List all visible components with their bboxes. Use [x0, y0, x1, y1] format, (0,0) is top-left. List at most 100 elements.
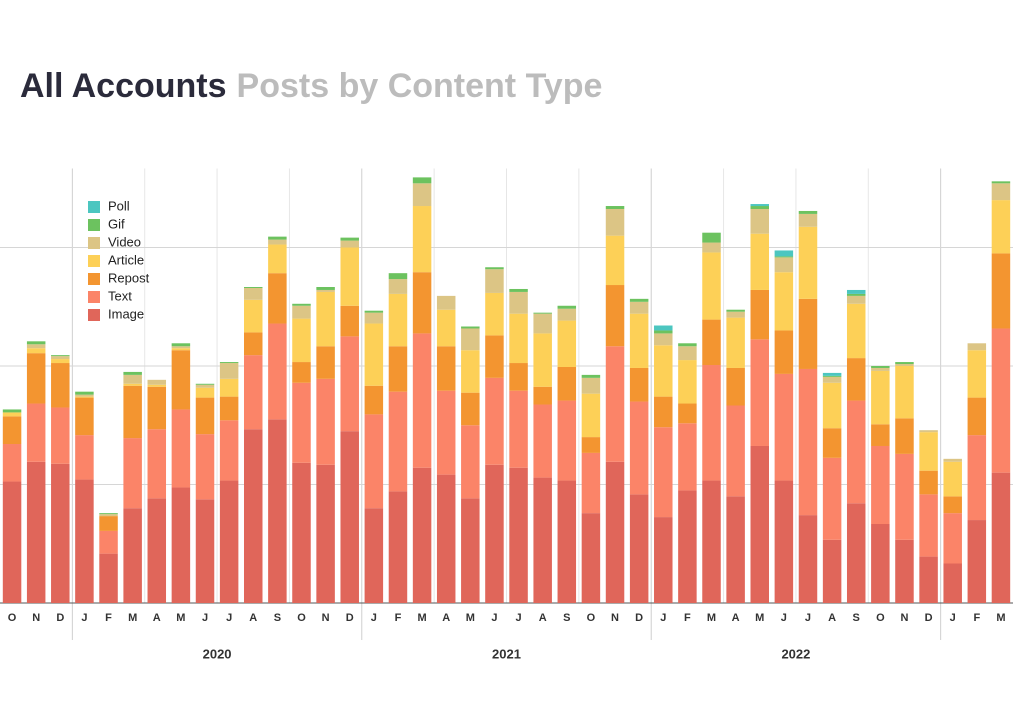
bar-segment	[798, 298, 818, 369]
bar-segment	[943, 513, 962, 564]
bar-segment	[485, 267, 504, 270]
chart-title-wrap: All Accounts Posts by Content Type	[20, 67, 602, 105]
bar-segment	[123, 383, 142, 386]
bar-segment	[436, 295, 456, 310]
bar-segment	[871, 445, 890, 524]
x-tick-label: J	[202, 612, 208, 624]
bar-segment	[822, 376, 842, 383]
chart-title: All Accounts	[20, 67, 227, 105]
x-tick-label: J	[226, 612, 232, 624]
bar-segment	[364, 312, 384, 324]
bar-segment	[895, 418, 914, 454]
bar-segment	[461, 498, 480, 603]
bar-segment	[967, 520, 987, 603]
bar-segment	[798, 213, 818, 227]
bar-segment	[340, 240, 359, 248]
bar-segment	[967, 343, 987, 351]
bar-segment	[292, 462, 311, 603]
legend-swatch	[88, 273, 100, 285]
bar-segment	[436, 390, 456, 475]
bar-segment	[316, 287, 335, 290]
bar-segment	[51, 463, 70, 603]
bar-segment	[268, 244, 287, 274]
bar-segment	[702, 480, 721, 603]
bar-segment	[485, 335, 504, 378]
bar-segment	[316, 289, 335, 292]
bar-segment	[846, 400, 866, 504]
bar-segment	[798, 515, 818, 603]
bar-segment	[629, 494, 649, 603]
bar-segment	[412, 467, 432, 603]
bar-segment	[846, 503, 866, 603]
bar-segment	[485, 292, 504, 336]
legend-swatch	[88, 237, 100, 249]
bar-segment	[846, 303, 866, 359]
bar-segment	[943, 496, 962, 514]
x-tick-label: A	[442, 612, 450, 624]
x-tick-label: J	[805, 612, 811, 624]
x-tick-label: O	[297, 612, 306, 624]
bar-segment	[991, 183, 1011, 201]
x-tick-label: J	[515, 612, 521, 624]
bar-segment	[943, 458, 962, 462]
x-tick-label: N	[32, 612, 40, 624]
x-tick-label: S	[274, 612, 281, 624]
bar-segment	[750, 208, 769, 234]
bar-segment	[678, 343, 697, 347]
bar-segment	[75, 396, 94, 398]
legend-label: Text	[108, 288, 132, 303]
bar-segment	[123, 371, 142, 375]
bar-segment	[461, 392, 480, 426]
bar-segment	[292, 382, 311, 463]
bar-segment	[822, 382, 842, 429]
x-tick-label: M	[417, 612, 426, 624]
bar-segment	[364, 508, 384, 603]
bar-segment	[147, 386, 167, 430]
bar-segment	[171, 346, 191, 349]
bar-segment	[2, 409, 22, 413]
bar-segment	[678, 403, 697, 424]
x-tick-label: N	[322, 612, 330, 624]
year-label: 2020	[203, 646, 232, 661]
bar-segment	[195, 383, 215, 385]
bar-segment	[2, 416, 22, 445]
bar-segment	[412, 272, 432, 334]
bar-segment	[461, 425, 480, 499]
bar-segment	[654, 330, 673, 334]
bar-segment	[26, 348, 46, 354]
bar-segment	[774, 480, 794, 603]
bar-segment	[967, 435, 987, 521]
bar-segment	[629, 401, 649, 495]
bar-segment	[2, 412, 22, 417]
bar-segment	[919, 470, 938, 495]
bar-segment	[436, 346, 456, 391]
bar-segment	[123, 385, 142, 439]
bar-segment	[629, 313, 649, 368]
bar-segment	[967, 397, 987, 436]
bar-segment	[702, 319, 721, 366]
x-tick-label: F	[973, 612, 980, 624]
x-tick-label: J	[371, 612, 377, 624]
bar-segment	[822, 428, 842, 458]
bar-segment	[244, 355, 263, 430]
bar-segment	[171, 348, 191, 351]
legend-label: Image	[108, 306, 144, 321]
bar-segment	[75, 479, 94, 603]
bar-segment	[846, 293, 866, 296]
bar-segment	[798, 226, 818, 299]
x-tick-label: J	[491, 612, 497, 624]
bar-segment	[99, 553, 118, 603]
bar-segment	[605, 208, 625, 236]
bar-segment	[509, 313, 528, 364]
bar-segment	[533, 386, 552, 405]
bar-segment	[51, 363, 70, 408]
bar-segment	[557, 320, 577, 367]
x-tick-label: A	[539, 612, 547, 624]
bar-segment	[388, 279, 408, 294]
bar-segment	[750, 339, 769, 446]
bar-segment	[967, 350, 987, 398]
bar-segment	[678, 490, 697, 603]
bar-segment	[846, 358, 866, 401]
x-tick-label: M	[466, 612, 475, 624]
